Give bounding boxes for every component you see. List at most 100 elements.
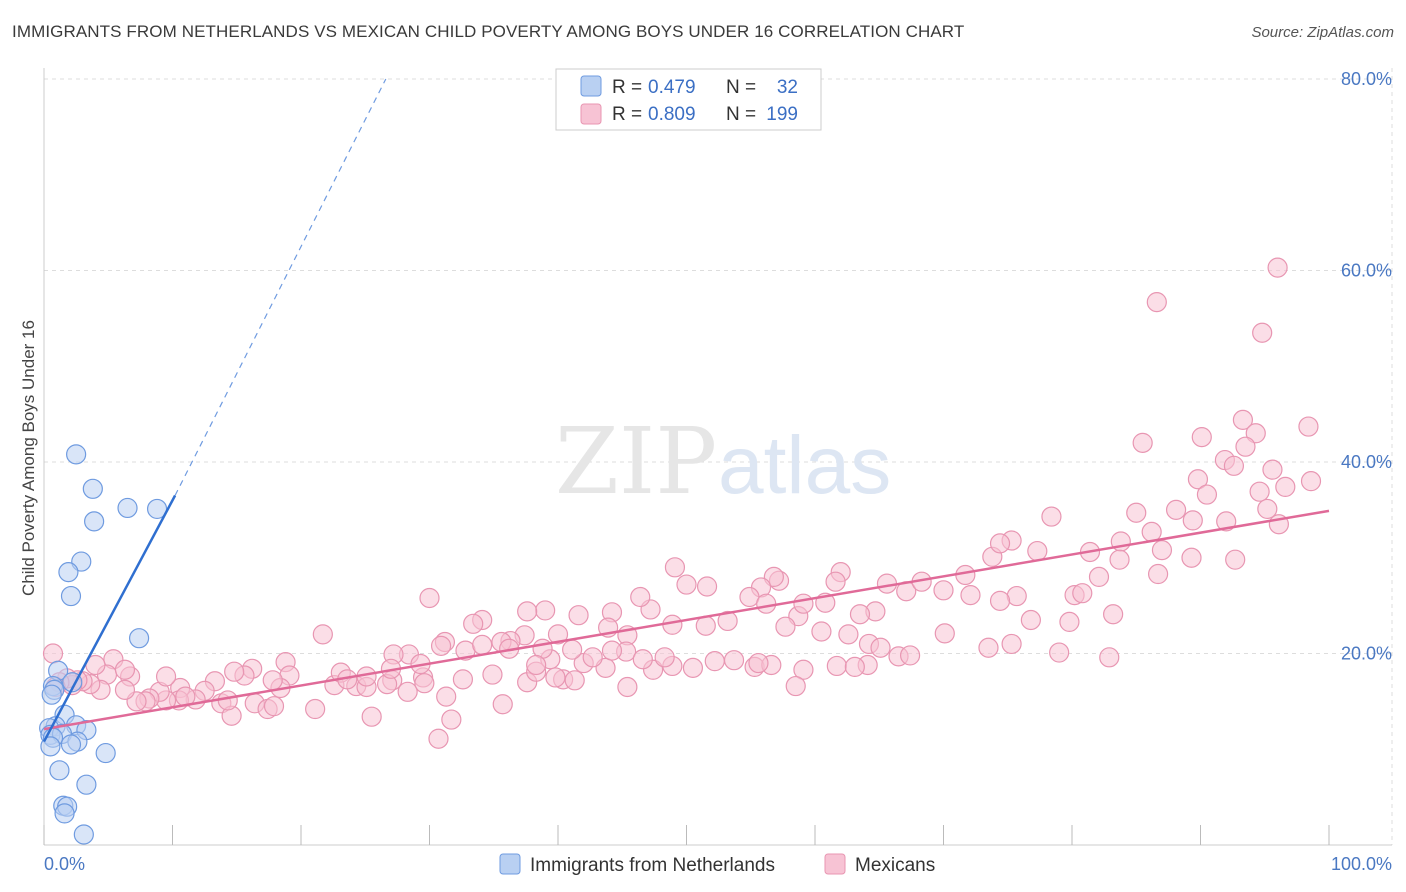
mexicans-point-23 [1141, 521, 1162, 542]
bottom-legend-netherlands: Immigrants from Netherlands [530, 855, 775, 876]
mexicans-point-178 [414, 673, 435, 694]
mexicans-point-154 [704, 651, 725, 672]
mexicans-point-193 [1099, 647, 1120, 668]
netherlands-point-0 [66, 444, 87, 465]
mexicans-point-56 [517, 601, 538, 622]
netherlands-point-27 [76, 774, 97, 795]
mexicans-point-24 [1041, 506, 1062, 527]
mexicans-point-129 [305, 698, 326, 720]
legend-n-label-2: N = [726, 104, 756, 125]
mexicans-point-189 [934, 623, 955, 644]
mexicans-point-141 [452, 669, 474, 690]
mexicans-point-52 [630, 586, 651, 608]
mexicans-point-121 [155, 666, 177, 687]
mexicans-point-9 [1235, 436, 1256, 457]
mexicans-point-67 [1103, 604, 1124, 625]
y-tick-label-20: 20.0% [1341, 644, 1392, 664]
mexicans-point-107 [114, 679, 136, 700]
netherlands-point-26 [49, 760, 70, 781]
mexicans-point-140 [436, 686, 457, 707]
legend-n-value-2: 199 [766, 104, 798, 125]
mexicans-point-55 [535, 600, 556, 621]
mexicans-point-169 [562, 639, 583, 660]
netherlands-point-7 [60, 585, 82, 607]
netherlands-point-3 [117, 497, 138, 519]
legend-n-label-1: N = [726, 77, 756, 98]
chart-source: Source: ZipAtlas.com [1251, 24, 1394, 41]
legend-r-value-2: 0.809 [648, 104, 696, 125]
mexicans-point-182 [492, 694, 513, 715]
mexicans-point-190 [978, 637, 999, 658]
y-axis-title: Child Poverty Among Boys Under 16 [19, 320, 38, 596]
netherlands-point-8 [128, 628, 150, 649]
series-netherlands-points [39, 444, 168, 845]
legend-n-value-1: 32 [777, 77, 798, 98]
mexicans-point-68 [989, 590, 1011, 611]
mexicans-point-70 [849, 604, 871, 625]
bottom-legend-blue-swatch [499, 853, 521, 875]
mexicans-point-58 [463, 613, 484, 634]
mexicans-point-10 [1223, 455, 1245, 476]
mexicans-point-73 [756, 593, 777, 614]
mexicans-point-21 [1216, 511, 1237, 532]
y-tick-label-40: 40.0% [1341, 452, 1392, 472]
mexicans-point-2 [1252, 322, 1273, 343]
mexicans-point-165 [654, 647, 675, 668]
mexicans-point-95 [262, 670, 283, 691]
legend-r-label-1: R = [612, 77, 642, 98]
mexicans-point-180 [545, 667, 566, 688]
mexicans-point-92 [224, 661, 245, 682]
mexicans-point-3 [1232, 409, 1254, 430]
mexicans-point-54 [568, 605, 589, 626]
x-tick-label-max: 100.0% [1331, 854, 1392, 874]
mexicans-point-59 [419, 587, 440, 609]
mexicans-point-192 [1049, 642, 1070, 663]
mexicans-point-191 [1001, 633, 1022, 655]
bottom-legend-pink-swatch [824, 853, 846, 875]
x-tick-label-min: 0.0% [44, 854, 85, 874]
mexicans-point-139 [428, 728, 449, 749]
mexicans-point-20 [1165, 499, 1187, 520]
y-tick-label-80: 80.0% [1341, 69, 1392, 89]
mexicans-point-25 [1182, 510, 1203, 531]
mexicans-point-42 [825, 571, 846, 592]
tick-labels: 20.0% 40.0% 60.0% 80.0% 0.0% 100.0% [44, 69, 1392, 874]
watermark-atlas: atlas [718, 420, 891, 511]
mexicans-point-19 [1126, 502, 1147, 523]
netherlands-point-30 [54, 803, 75, 824]
legend-pink-swatch [580, 103, 602, 125]
mexicans-point-163 [748, 652, 769, 674]
mexicans-point-62 [1006, 585, 1027, 607]
mexicans-point-172 [472, 634, 493, 655]
mexicans-point-120 [114, 659, 136, 680]
mexicans-point-7 [1191, 427, 1212, 448]
mexicans-point-36 [1088, 566, 1110, 588]
mexicans-point-5 [1298, 416, 1319, 437]
mexicans-point-13 [1187, 469, 1209, 490]
mexicans-point-158 [826, 655, 847, 677]
mexicans-point-4 [1245, 423, 1266, 444]
mexicans-point-85 [430, 635, 452, 656]
mexicans-point-167 [582, 647, 603, 668]
mexicans-point-65 [1020, 609, 1041, 631]
mexicans-point-27 [1027, 540, 1048, 562]
netherlands-point-24 [40, 736, 61, 757]
mexicans-point-185 [838, 624, 859, 645]
mexicans-point-188 [870, 637, 891, 658]
mexicans-point-64 [1072, 583, 1093, 604]
mexicans-point-88 [312, 624, 333, 645]
chart-title: IMMIGRANTS FROM NETHERLANDS VS MEXICAN C… [12, 22, 965, 41]
mexicans-trend-line [43, 509, 1330, 731]
mexicans-point-72 [793, 593, 814, 614]
mexicans-point-181 [617, 676, 638, 698]
series-mexicans-points [42, 257, 1322, 749]
mexicans-point-179 [526, 654, 547, 676]
watermark: ZIP atlas [555, 408, 891, 515]
netherlands-point-6 [58, 562, 79, 583]
mexicans-point-186 [775, 616, 796, 637]
axes [43, 68, 1392, 846]
mexicans-point-35 [1151, 539, 1173, 561]
mexicans-point-177 [441, 709, 462, 730]
mexicans-point-168 [601, 640, 623, 661]
mexicans-point-18 [1257, 498, 1278, 520]
